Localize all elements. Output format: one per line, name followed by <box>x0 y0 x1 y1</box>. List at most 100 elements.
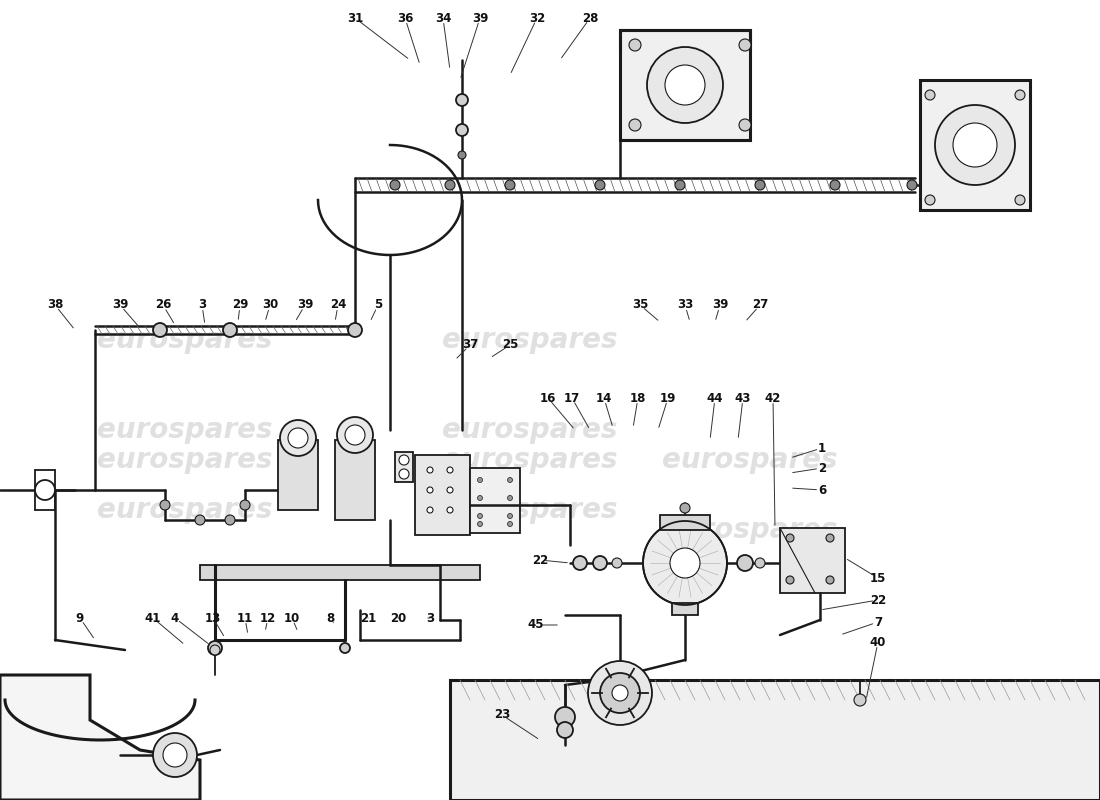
Text: eurospares: eurospares <box>97 496 273 524</box>
Circle shape <box>427 487 433 493</box>
Circle shape <box>593 556 607 570</box>
Text: 22: 22 <box>870 594 887 606</box>
Bar <box>470 468 520 533</box>
Circle shape <box>647 47 723 123</box>
Bar <box>672 603 698 615</box>
Text: 10: 10 <box>284 611 300 625</box>
Circle shape <box>288 428 308 448</box>
Text: 19: 19 <box>660 391 676 405</box>
Circle shape <box>600 673 640 713</box>
Circle shape <box>908 180 917 190</box>
Text: 32: 32 <box>529 11 546 25</box>
Text: 39: 39 <box>472 11 488 25</box>
Circle shape <box>826 534 834 542</box>
Text: 39: 39 <box>297 298 313 311</box>
Text: 17: 17 <box>564 391 580 405</box>
Text: eurospares: eurospares <box>97 416 273 444</box>
Bar <box>395 452 412 482</box>
Text: 45: 45 <box>528 618 544 631</box>
Circle shape <box>737 555 754 571</box>
Text: 23: 23 <box>494 709 510 722</box>
Circle shape <box>456 124 468 136</box>
Text: 21: 21 <box>360 611 376 625</box>
Circle shape <box>854 694 866 706</box>
Text: 12: 12 <box>260 611 276 625</box>
Text: 43: 43 <box>735 391 751 405</box>
Circle shape <box>399 455 409 465</box>
Text: eurospares: eurospares <box>442 416 618 444</box>
Bar <box>620 30 750 140</box>
Circle shape <box>477 495 483 501</box>
Text: 4: 4 <box>170 611 179 625</box>
Circle shape <box>226 515 235 525</box>
Bar <box>336 440 375 520</box>
Bar <box>660 515 710 530</box>
Text: 39: 39 <box>112 298 129 311</box>
Circle shape <box>755 180 764 190</box>
Circle shape <box>153 733 197 777</box>
Circle shape <box>240 500 250 510</box>
Circle shape <box>507 495 513 501</box>
Circle shape <box>456 94 468 106</box>
Text: 40: 40 <box>870 635 887 649</box>
Circle shape <box>447 467 453 473</box>
Text: 26: 26 <box>155 298 172 311</box>
Text: 6: 6 <box>818 483 826 497</box>
Circle shape <box>390 180 400 190</box>
Bar <box>920 80 1030 210</box>
Circle shape <box>507 514 513 518</box>
Text: 9: 9 <box>76 611 84 625</box>
Text: 44: 44 <box>706 391 724 405</box>
Circle shape <box>786 576 794 584</box>
Circle shape <box>557 722 573 738</box>
Circle shape <box>447 507 453 513</box>
Circle shape <box>507 478 513 482</box>
Circle shape <box>35 480 55 500</box>
Circle shape <box>477 522 483 526</box>
Circle shape <box>935 105 1015 185</box>
Text: 25: 25 <box>502 338 518 351</box>
Circle shape <box>556 707 575 727</box>
Polygon shape <box>200 565 480 580</box>
Circle shape <box>612 685 628 701</box>
Text: 24: 24 <box>330 298 346 311</box>
Text: 38: 38 <box>47 298 63 311</box>
Text: eurospares: eurospares <box>442 446 618 474</box>
Text: 30: 30 <box>262 298 278 311</box>
Circle shape <box>507 522 513 526</box>
Circle shape <box>925 90 935 100</box>
Text: 20: 20 <box>389 611 406 625</box>
Text: 3: 3 <box>426 611 434 625</box>
Text: 39: 39 <box>712 298 728 311</box>
Text: 28: 28 <box>582 11 598 25</box>
Circle shape <box>595 180 605 190</box>
Text: eurospares: eurospares <box>662 516 838 544</box>
Bar <box>780 528 845 593</box>
Text: 37: 37 <box>462 338 478 351</box>
Circle shape <box>195 515 205 525</box>
Text: 29: 29 <box>232 298 249 311</box>
Text: eurospares: eurospares <box>662 446 838 474</box>
Polygon shape <box>450 680 1100 800</box>
Text: 7: 7 <box>873 615 882 629</box>
Circle shape <box>755 558 764 568</box>
Text: eurospares: eurospares <box>442 496 618 524</box>
Circle shape <box>612 558 621 568</box>
Text: 27: 27 <box>752 298 768 311</box>
Circle shape <box>573 556 587 570</box>
Text: 36: 36 <box>397 11 414 25</box>
Circle shape <box>629 119 641 131</box>
Circle shape <box>953 123 997 167</box>
Text: 22: 22 <box>532 554 548 566</box>
Text: 31: 31 <box>346 11 363 25</box>
Circle shape <box>458 151 466 159</box>
Text: 42: 42 <box>764 391 781 405</box>
Circle shape <box>427 467 433 473</box>
Circle shape <box>1015 90 1025 100</box>
Circle shape <box>337 417 373 453</box>
Circle shape <box>163 743 187 767</box>
Circle shape <box>477 478 483 482</box>
Text: 3: 3 <box>198 298 206 311</box>
Text: 14: 14 <box>596 391 613 405</box>
Circle shape <box>1015 195 1025 205</box>
